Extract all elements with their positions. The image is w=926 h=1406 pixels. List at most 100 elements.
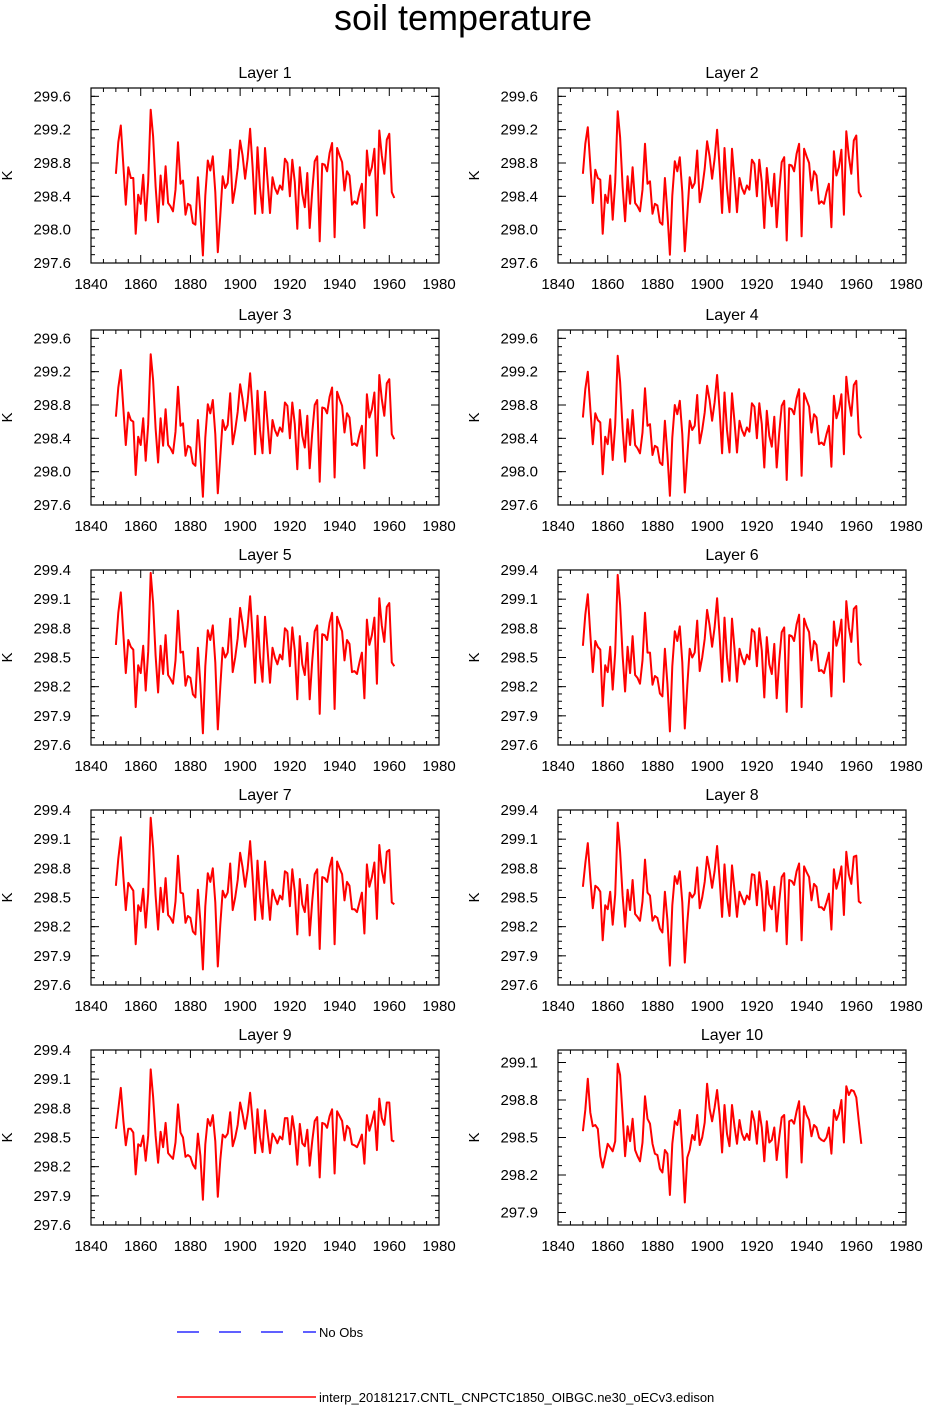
y-tick-label: 298.8 — [33, 397, 71, 414]
x-tick-label: 1840 — [74, 1238, 107, 1255]
y-tick-label: 298.2 — [500, 679, 538, 696]
x-tick-label: 1840 — [74, 276, 107, 293]
x-tick-label: 1840 — [541, 276, 574, 293]
x-tick-label: 1920 — [273, 1238, 306, 1255]
plot-frame — [557, 809, 907, 986]
y-tick-label: 298.5 — [33, 650, 71, 667]
x-tick-label: 1900 — [690, 758, 723, 775]
x-tick-label: 1840 — [541, 758, 574, 775]
series-line — [581, 110, 863, 256]
y-tick-label: 298.4 — [33, 430, 71, 447]
panel-4: Layer 4 1840 1860 1880 1900 1920 1940 1960 1980 2… — [466, 307, 923, 535]
panel-title: Layer 10 — [701, 1027, 763, 1044]
panel-title: Layer 1 — [238, 65, 291, 82]
x-tick-label: 1880 — [174, 998, 207, 1015]
x-tick-label: 1940 — [790, 758, 823, 775]
y-tick-label: 297.9 — [33, 948, 71, 965]
x-tick-label: 1960 — [840, 276, 873, 293]
x-tick-label: 1840 — [541, 998, 574, 1015]
y-tick-label: 299.1 — [33, 831, 71, 848]
legend: No Obs interp_20181217.CNTL_CNPCTC1850_O… — [177, 1325, 714, 1405]
x-tick-label: 1860 — [591, 276, 624, 293]
x-tick-label: 1940 — [790, 998, 823, 1015]
plot-frame — [90, 809, 440, 986]
plot-frame — [90, 569, 440, 746]
x-tick-label: 1920 — [740, 1238, 773, 1255]
y-tick-label: 298.4 — [500, 188, 538, 205]
panel-title: Layer 9 — [238, 1027, 291, 1044]
panel-title: Layer 6 — [705, 547, 758, 564]
x-tick-label: 1880 — [174, 1238, 207, 1255]
panel-title: Layer 3 — [238, 307, 291, 324]
y-tick-label: 297.9 — [500, 708, 538, 725]
y-tick-label: 298.0 — [33, 222, 71, 239]
y-tick-label: 299.1 — [33, 591, 71, 608]
y-axis-label: K — [466, 412, 483, 422]
y-tick-label: 297.9 — [500, 948, 538, 965]
y-tick-label: 298.5 — [500, 1130, 538, 1147]
panel-title: Layer 8 — [705, 787, 758, 804]
y-tick-label: 298.0 — [500, 464, 538, 481]
x-tick-label: 1860 — [124, 276, 157, 293]
x-tick-label: 1920 — [273, 998, 306, 1015]
x-tick-label: 1980 — [422, 758, 455, 775]
y-axis-label: K — [0, 1132, 16, 1142]
x-tick-label: 1980 — [889, 276, 922, 293]
y-tick-label: 298.4 — [500, 430, 538, 447]
x-tick-label: 1840 — [541, 518, 574, 535]
x-tick-label: 1860 — [124, 518, 157, 535]
y-tick-label: 298.8 — [33, 620, 71, 637]
y-tick-label: 298.8 — [500, 155, 538, 172]
y-tick-label: 297.6 — [500, 255, 538, 272]
x-tick-label: 1920 — [273, 518, 306, 535]
y-tick-label: 298.5 — [500, 890, 538, 907]
y-tick-label: 298.5 — [33, 890, 71, 907]
y-tick-label: 299.4 — [33, 562, 71, 579]
y-axis-label: K — [466, 652, 483, 662]
series-line — [581, 573, 863, 733]
panel-8: Layer 8 1840 1860 1880 1900 1920 1940 1960 1980 2… — [466, 787, 923, 1015]
y-tick-label: 298.5 — [500, 650, 538, 667]
panel-title: Layer 2 — [705, 65, 758, 82]
y-tick-label: 298.8 — [33, 1100, 71, 1117]
y-tick-label: 298.8 — [500, 397, 538, 414]
x-tick-label: 1840 — [541, 1238, 574, 1255]
panel-9: Layer 9 1840 1860 1880 1900 1920 1940 1960 1980 2… — [0, 1027, 456, 1255]
y-tick-label: 298.2 — [33, 1159, 71, 1176]
x-tick-label: 1920 — [740, 518, 773, 535]
x-tick-label: 1920 — [273, 758, 306, 775]
plot-frame — [557, 329, 907, 506]
y-tick-label: 298.2 — [33, 679, 71, 696]
y-tick-label: 298.5 — [33, 1130, 71, 1147]
x-tick-label: 1900 — [223, 998, 256, 1015]
plot-frame — [557, 569, 907, 746]
y-tick-label: 298.8 — [33, 860, 71, 877]
x-tick-label: 1980 — [422, 518, 455, 535]
x-tick-label: 1860 — [124, 1238, 157, 1255]
series-line — [581, 354, 863, 497]
x-tick-label: 1940 — [323, 758, 356, 775]
y-tick-label: 299.6 — [500, 330, 538, 347]
x-tick-label: 1940 — [323, 276, 356, 293]
x-tick-label: 1860 — [591, 758, 624, 775]
x-tick-label: 1900 — [223, 518, 256, 535]
x-tick-label: 1880 — [641, 1238, 674, 1255]
x-tick-label: 1940 — [323, 518, 356, 535]
y-tick-label: 298.8 — [500, 860, 538, 877]
series-line — [581, 1062, 863, 1204]
panel-1: Layer 1 1840 1860 1880 1900 1920 1940 1960 1980 2… — [0, 65, 456, 293]
y-tick-label: 299.1 — [500, 591, 538, 608]
x-tick-label: 1940 — [790, 276, 823, 293]
panel-3: Layer 3 1840 1860 1880 1900 1920 1940 1960 1980 2… — [0, 307, 456, 535]
panel-title: Layer 7 — [238, 787, 291, 804]
y-tick-label: 299.4 — [33, 1042, 71, 1059]
y-tick-label: 298.2 — [500, 1167, 538, 1184]
y-tick-label: 299.4 — [500, 562, 538, 579]
x-tick-label: 1960 — [373, 518, 406, 535]
x-tick-label: 1940 — [323, 1238, 356, 1255]
x-tick-label: 1960 — [840, 518, 873, 535]
x-tick-label: 1920 — [740, 758, 773, 775]
y-tick-label: 298.4 — [33, 188, 71, 205]
x-tick-label: 1900 — [690, 276, 723, 293]
series-line — [114, 353, 396, 498]
